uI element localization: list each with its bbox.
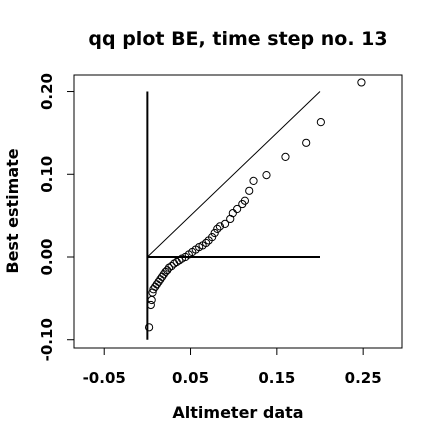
data-point	[167, 262, 176, 271]
data-point	[357, 78, 366, 87]
y-tick-label: 0.10	[38, 156, 56, 193]
data-point	[262, 171, 271, 180]
data-point	[144, 323, 154, 332]
data-point	[281, 152, 290, 161]
data-point	[302, 138, 311, 147]
data-point	[146, 300, 155, 310]
y-axis: -0.10 0.00 0.10 0.20	[38, 73, 75, 361]
x-tick-label: -0.05	[83, 369, 126, 387]
data-point	[175, 256, 184, 265]
reference-lines	[146, 91, 321, 340]
x-tick-label: 0.25	[345, 369, 382, 387]
data-point	[163, 266, 172, 275]
data-point	[172, 257, 181, 267]
data-point	[208, 233, 217, 242]
data-point	[164, 263, 174, 272]
y-tick-label: 0.20	[38, 73, 56, 110]
data-points	[144, 78, 366, 332]
data-point	[156, 275, 165, 284]
data-point	[249, 176, 258, 185]
data-point	[210, 228, 219, 238]
y-tick-label: 0.00	[38, 238, 56, 275]
plot-frame	[73, 74, 403, 349]
x-tick-label: 0.05	[172, 369, 209, 387]
data-point	[151, 282, 160, 291]
data-point	[215, 222, 224, 231]
data-point	[220, 219, 230, 229]
x-axis-label: Altimeter data	[172, 403, 303, 422]
data-point	[201, 238, 211, 248]
data-point	[228, 209, 237, 218]
data-point	[152, 280, 161, 289]
y-axis-label: Best estimate	[3, 148, 22, 273]
data-point	[154, 277, 163, 286]
data-point	[245, 186, 254, 195]
data-point	[147, 295, 156, 305]
data-point	[233, 204, 242, 214]
x-axis: -0.05 0.05 0.15 0.25	[83, 347, 382, 387]
data-point	[240, 196, 250, 205]
data-point	[316, 118, 325, 127]
data-point	[213, 224, 222, 233]
x-tick-label: 0.15	[258, 369, 295, 387]
reference-line	[147, 91, 321, 258]
y-tick-label: -0.10	[38, 318, 56, 361]
data-point	[157, 272, 167, 281]
chart-title: qq plot BE, time step no. 13	[88, 28, 387, 50]
